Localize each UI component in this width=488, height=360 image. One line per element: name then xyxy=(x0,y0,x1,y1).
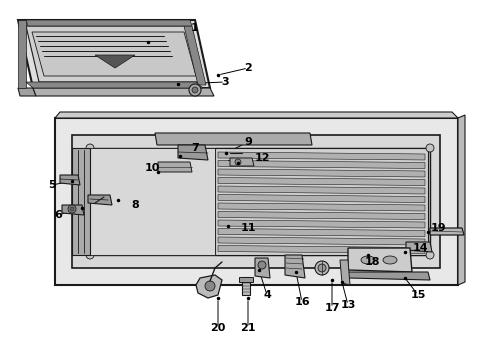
Polygon shape xyxy=(218,152,424,160)
Polygon shape xyxy=(55,118,457,285)
Polygon shape xyxy=(229,158,253,166)
Circle shape xyxy=(86,144,94,152)
Polygon shape xyxy=(218,220,424,228)
Polygon shape xyxy=(347,248,411,272)
Circle shape xyxy=(189,84,201,96)
Text: 20: 20 xyxy=(210,323,225,333)
Polygon shape xyxy=(55,118,457,285)
Polygon shape xyxy=(72,135,439,268)
Text: 13: 13 xyxy=(340,300,355,310)
Circle shape xyxy=(70,207,74,211)
Polygon shape xyxy=(88,195,112,205)
Polygon shape xyxy=(32,32,196,76)
Text: 5: 5 xyxy=(48,180,56,190)
Polygon shape xyxy=(218,186,424,194)
Text: 1: 1 xyxy=(191,23,199,33)
Polygon shape xyxy=(239,277,252,282)
Polygon shape xyxy=(218,203,424,211)
Polygon shape xyxy=(405,242,431,252)
Circle shape xyxy=(317,264,325,272)
Polygon shape xyxy=(218,229,424,237)
Circle shape xyxy=(235,159,241,165)
Polygon shape xyxy=(18,88,36,96)
Text: 3: 3 xyxy=(221,77,228,87)
Text: 16: 16 xyxy=(294,297,309,307)
Text: 10: 10 xyxy=(144,163,160,173)
Circle shape xyxy=(204,281,215,291)
Polygon shape xyxy=(90,148,429,255)
Polygon shape xyxy=(178,145,207,160)
Circle shape xyxy=(86,251,94,259)
Text: 15: 15 xyxy=(409,290,425,300)
Polygon shape xyxy=(26,82,203,88)
Polygon shape xyxy=(196,275,222,298)
Circle shape xyxy=(314,261,328,275)
Text: 14: 14 xyxy=(411,243,427,253)
Polygon shape xyxy=(62,205,84,215)
Text: 18: 18 xyxy=(364,257,379,267)
Text: 11: 11 xyxy=(240,223,255,233)
Polygon shape xyxy=(18,20,26,88)
Polygon shape xyxy=(218,212,424,220)
Text: 9: 9 xyxy=(244,137,251,147)
Ellipse shape xyxy=(360,256,374,264)
Text: 6: 6 xyxy=(54,210,62,220)
Text: 8: 8 xyxy=(131,200,139,210)
Polygon shape xyxy=(218,246,424,253)
Polygon shape xyxy=(347,272,429,280)
Polygon shape xyxy=(218,161,424,168)
Polygon shape xyxy=(218,177,424,185)
Circle shape xyxy=(425,251,433,259)
Circle shape xyxy=(68,205,76,213)
Text: 4: 4 xyxy=(263,290,270,300)
Polygon shape xyxy=(218,237,424,245)
Polygon shape xyxy=(339,260,349,285)
Text: 2: 2 xyxy=(244,63,251,73)
Polygon shape xyxy=(254,258,269,278)
Polygon shape xyxy=(218,194,424,202)
Ellipse shape xyxy=(382,256,396,264)
Polygon shape xyxy=(158,162,192,172)
Polygon shape xyxy=(26,20,192,26)
Polygon shape xyxy=(72,148,90,255)
Polygon shape xyxy=(242,277,249,295)
Polygon shape xyxy=(95,55,135,68)
Polygon shape xyxy=(218,169,424,177)
Polygon shape xyxy=(60,175,80,185)
Text: 21: 21 xyxy=(240,323,255,333)
Circle shape xyxy=(258,261,265,269)
Text: 19: 19 xyxy=(429,223,445,233)
Polygon shape xyxy=(183,26,205,85)
Circle shape xyxy=(192,87,198,93)
Polygon shape xyxy=(155,133,311,145)
Polygon shape xyxy=(18,20,209,88)
Text: 12: 12 xyxy=(254,153,269,163)
Polygon shape xyxy=(26,26,203,82)
Polygon shape xyxy=(55,112,457,118)
Polygon shape xyxy=(457,115,464,285)
Circle shape xyxy=(425,144,433,152)
Polygon shape xyxy=(215,148,427,255)
Polygon shape xyxy=(33,88,214,96)
Polygon shape xyxy=(429,228,463,235)
Text: 17: 17 xyxy=(324,303,339,313)
Polygon shape xyxy=(285,255,305,278)
Polygon shape xyxy=(90,148,215,255)
Text: 7: 7 xyxy=(191,143,199,153)
